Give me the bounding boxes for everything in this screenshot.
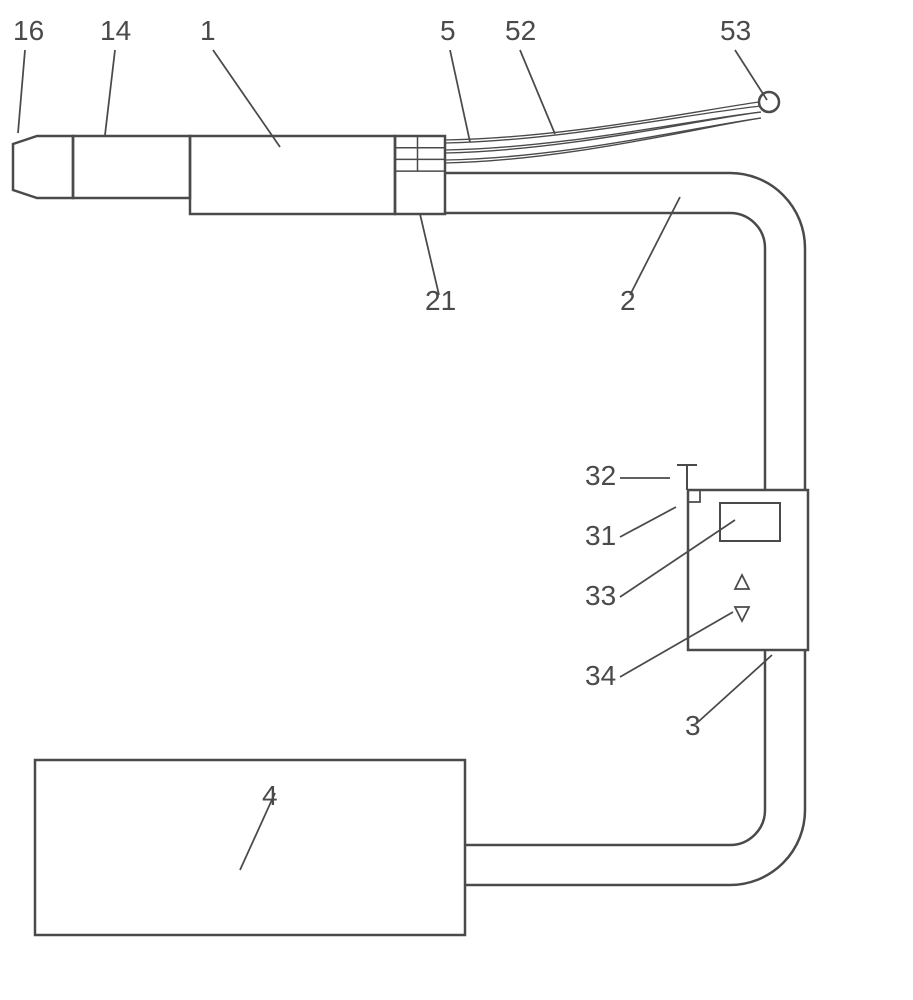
reference-label: 5: [440, 15, 456, 46]
leader-line: [420, 214, 439, 295]
reference-label: 14: [100, 15, 131, 46]
handle-section: [73, 136, 190, 198]
tube-lower-outer: [465, 650, 805, 885]
reference-label: 16: [13, 15, 44, 46]
leader-line: [18, 50, 25, 133]
leader-line: [213, 50, 280, 147]
reference-label: 53: [720, 15, 751, 46]
leader-line: [520, 50, 555, 134]
reference-label: 4: [262, 780, 278, 811]
control-box: [688, 490, 808, 650]
leader-line: [630, 197, 680, 295]
reference-label: 52: [505, 15, 536, 46]
reference-label: 2: [620, 285, 636, 316]
nozzle: [13, 136, 73, 198]
reference-label: 21: [425, 285, 456, 316]
main-body: [190, 136, 395, 214]
reference-label: 33: [585, 580, 616, 611]
reference-label: 3: [685, 710, 701, 741]
reference-label: 34: [585, 660, 616, 691]
leader-line: [620, 507, 676, 537]
tube-upper-inner: [445, 213, 765, 490]
reference-label: 32: [585, 460, 616, 491]
leader-line: [735, 50, 767, 100]
wire-terminal-circle: [759, 92, 779, 112]
technical-diagram: 16141552532123231333434: [0, 0, 913, 1000]
leader-line: [698, 655, 772, 722]
reference-label: 1: [200, 15, 216, 46]
leader-line: [105, 50, 115, 135]
reference-label: 31: [585, 520, 616, 551]
leader-line: [450, 50, 470, 142]
